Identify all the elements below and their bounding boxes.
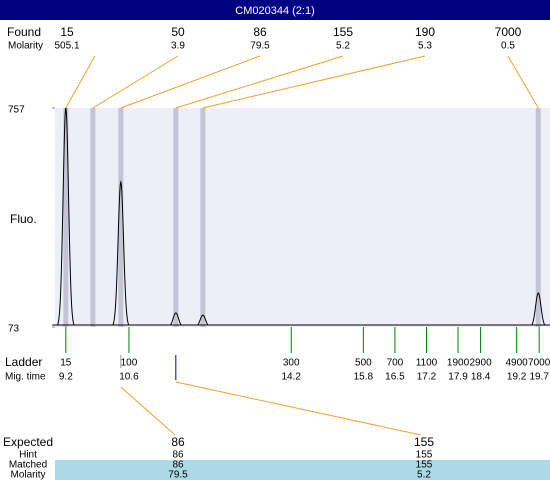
expected-row-label: Molarity [10, 470, 45, 480]
found-label: Found [7, 25, 41, 39]
found-size: 155 [333, 25, 353, 39]
ladder-sublabel: Mig. time [5, 372, 46, 383]
expected-hint: 155 [416, 450, 433, 461]
expected-link [120, 386, 176, 436]
ladder-time: 17.9 [448, 372, 468, 383]
ladder-time: 10.6 [119, 372, 139, 383]
expected-matched: 86 [172, 460, 184, 471]
found-size: 190 [415, 25, 435, 39]
ladder-size: 1900 [447, 358, 470, 369]
expected-sizes: 155 [414, 435, 434, 449]
found-molarity: 5.2 [336, 41, 350, 52]
expected-sizes: 86 [171, 435, 185, 449]
ladder-time: 19.7 [529, 372, 549, 383]
ladder-time: 17.2 [417, 372, 437, 383]
ladder-time: 18.4 [471, 372, 491, 383]
peak-band [90, 108, 96, 327]
trace-peak [524, 292, 550, 326]
plot-area [55, 108, 550, 327]
found-molarity: 3.9 [171, 41, 185, 52]
peak-band [200, 108, 206, 327]
found-molarity: 5.3 [418, 41, 432, 52]
expected-molarity: 5.2 [417, 470, 431, 480]
found-molarity: 79.5 [250, 41, 270, 52]
peak-band [63, 108, 69, 327]
trace-peak [189, 314, 217, 326]
expected-matched: 155 [416, 460, 433, 471]
found-link [507, 55, 539, 109]
ladder-size: 100 [121, 358, 138, 369]
trace-peak [52, 107, 80, 326]
found-link [65, 55, 96, 109]
expected-row-label: Expected [3, 435, 53, 449]
trace-peak [162, 312, 190, 326]
expected-molarity: 79.5 [168, 470, 188, 480]
expected-link [175, 381, 422, 436]
ladder-size: 300 [283, 358, 300, 369]
ladder-size: 7000 [528, 358, 550, 369]
expected-row-label: Hint [19, 450, 37, 461]
ladder-size: 1100 [416, 358, 438, 369]
found-link [120, 55, 261, 109]
found-size: 7000 [495, 25, 522, 39]
ladder-time: 14.2 [281, 372, 301, 383]
found-link [202, 55, 426, 109]
found-sublabel: Molarity [8, 41, 43, 52]
y-tick-label: 73 [8, 324, 20, 335]
found-molarity: 505.1 [54, 41, 79, 52]
ladder-size: 2900 [469, 358, 492, 369]
ladder-time: 19.2 [507, 372, 527, 383]
found-link [175, 55, 344, 109]
matched-row [55, 460, 550, 480]
title: CM020344 (2:1) [235, 5, 315, 17]
peak-band [535, 108, 541, 327]
ladder-size: 4900 [506, 358, 529, 369]
ladder-size: 500 [355, 358, 372, 369]
y-tick-label: 757 [8, 105, 25, 116]
ladder-size: 700 [387, 358, 404, 369]
found-size: 15 [60, 25, 74, 39]
ladder-time: 15.8 [354, 372, 374, 383]
trace-peak [107, 180, 135, 326]
title-bar [0, 0, 550, 20]
expected-hint: 86 [172, 450, 184, 461]
ladder-label: Ladder [5, 355, 42, 369]
found-molarity: 0.5 [501, 41, 515, 52]
ladder-time: 9.2 [59, 372, 73, 383]
found-size: 50 [171, 25, 185, 39]
found-link [92, 55, 179, 109]
y-axis-label: Fluo. [10, 212, 37, 226]
ladder-size: 15 [60, 358, 72, 369]
peak-band [173, 108, 179, 327]
expected-row-label: Matched [9, 460, 47, 471]
found-size: 86 [253, 25, 267, 39]
peak-band [118, 108, 124, 327]
ladder-time: 16.5 [385, 372, 405, 383]
